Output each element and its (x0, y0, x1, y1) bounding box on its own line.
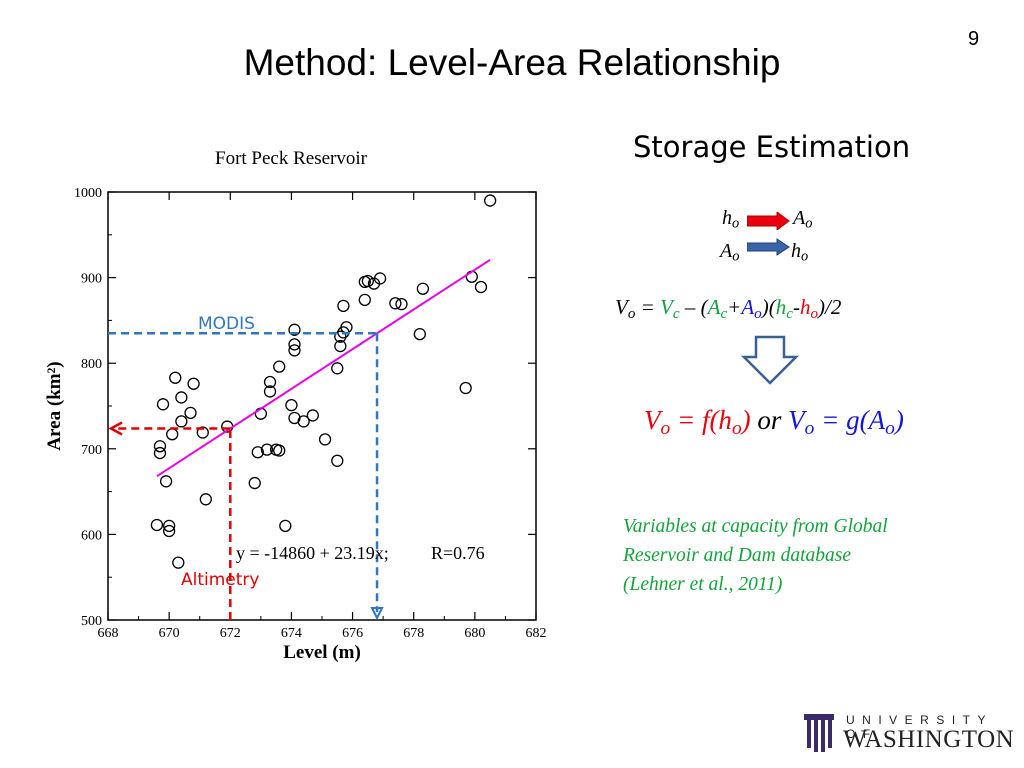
down-arrow-icon (740, 335, 800, 385)
x-tick-label: 670 (159, 626, 180, 641)
mapping-a-to-h: Ao (720, 240, 740, 265)
regression-line (156, 258, 491, 478)
data-point (156, 398, 170, 411)
data-point (175, 391, 188, 404)
x-tick-label: 680 (464, 626, 485, 641)
axis-ticks: 668 670 672 674 676 678 680 682 500 600 700 800 900 1… (74, 186, 547, 641)
storage-equation: Vo = Vc – (Ac+Ao)(hc-ho)/2 (615, 295, 842, 322)
data-point (153, 446, 167, 460)
storage-title: Storage Estimation (633, 130, 911, 164)
altimetry-label: Altimetry (181, 570, 259, 590)
uw-logo-icon (804, 714, 834, 752)
mapping-h-to-a: ho (722, 207, 740, 232)
fit-equation: y = -14860 + 23.19x; (236, 543, 389, 563)
data-point (306, 409, 319, 422)
modis-arrowhead (370, 607, 384, 621)
data-point (483, 194, 497, 207)
red-arrow-icon (747, 212, 790, 230)
data-point (416, 282, 430, 295)
fit-r-value: R=0.76 (431, 543, 485, 563)
x-axis-label: Level (m) (283, 642, 361, 663)
mapping-a-result: Ao (793, 207, 813, 232)
data-point (184, 406, 197, 419)
note-line-1: Variables at capacity from Global (623, 516, 888, 537)
function-equation: Vo = f(ho) or Vo = g(Ao) (644, 405, 904, 439)
y-tick-label: 600 (81, 528, 102, 543)
data-point (459, 381, 472, 395)
data-point (248, 476, 261, 490)
y-axis-label: Area (km²) (44, 361, 65, 450)
data-point (159, 475, 173, 488)
data-point (331, 454, 344, 467)
data-point (273, 444, 286, 457)
y-tick-label: 700 (81, 443, 102, 458)
data-points (150, 194, 497, 569)
y-tick-label: 1000 (74, 186, 102, 201)
x-tick-label: 672 (220, 626, 241, 641)
x-tick-label: 674 (281, 626, 302, 641)
data-point (199, 493, 212, 506)
data-point (337, 299, 350, 312)
uw-university-text: UNIVERSITY OF (846, 713, 993, 741)
data-source-note: Variables at capacity from Global Reserv… (623, 512, 993, 599)
data-point (413, 327, 426, 341)
data-point (187, 377, 200, 390)
modis-label: MODIS (198, 314, 255, 334)
data-point (389, 297, 402, 310)
x-tick-label: 668 (98, 626, 119, 641)
data-point (285, 398, 298, 412)
data-point (373, 272, 387, 285)
data-point (251, 446, 264, 459)
data-point (260, 443, 274, 456)
data-point (273, 360, 286, 373)
data-point (196, 426, 209, 439)
data-point (334, 339, 347, 353)
data-point (175, 415, 188, 428)
data-point (318, 433, 332, 446)
y-tick-label: 800 (81, 357, 102, 372)
data-point (288, 338, 301, 351)
data-point (358, 293, 371, 307)
data-point (297, 415, 310, 428)
chart-title: Fort Peck Reservoir (215, 148, 367, 169)
data-point (361, 274, 375, 288)
x-tick-label: 678 (403, 626, 424, 641)
slide-number: 9 (968, 28, 980, 50)
data-point (288, 344, 301, 357)
data-point (279, 519, 292, 532)
uw-washington-text: WASHINGTON (843, 726, 1015, 753)
x-tick-label: 682 (526, 626, 547, 641)
data-point (395, 297, 408, 311)
data-point (162, 519, 176, 532)
x-tick-label: 676 (342, 626, 363, 641)
data-point (263, 385, 277, 398)
map1-left: h (722, 207, 732, 229)
data-point (162, 524, 176, 538)
slide-title: Method: Level-Area Relationship (243, 42, 781, 83)
y-tick-label: 500 (81, 614, 102, 629)
data-point (288, 323, 301, 336)
data-point (150, 518, 164, 532)
data-point (263, 375, 277, 389)
note-line-2: Reservoir and Dam database (623, 545, 852, 566)
blue-arrow-icon (747, 238, 790, 256)
data-point (331, 362, 344, 375)
mapping-h-result: ho (791, 240, 809, 265)
data-point (166, 428, 179, 441)
data-point (474, 280, 488, 294)
data-point (153, 440, 167, 453)
note-line-3: (Lehner et al., 2011) (623, 574, 783, 595)
altimetry-arrowhead (108, 421, 123, 436)
data-point (172, 556, 185, 569)
data-point (169, 371, 182, 384)
y-tick-label: 900 (81, 272, 102, 287)
